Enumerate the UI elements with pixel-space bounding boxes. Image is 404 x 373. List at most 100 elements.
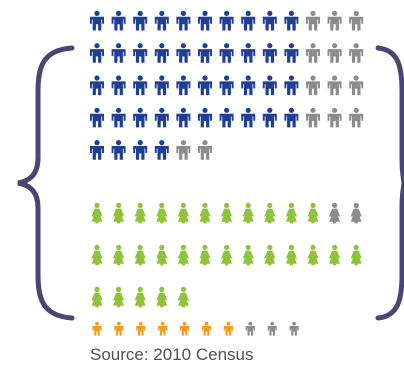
man-icon xyxy=(133,10,148,31)
man-icon xyxy=(306,43,320,63)
child-icon xyxy=(158,321,168,336)
woman-icon xyxy=(177,286,189,308)
woman-icon xyxy=(329,244,341,266)
right-curly-brace xyxy=(375,45,404,321)
man-icon xyxy=(284,107,299,128)
man-icon xyxy=(133,107,148,128)
man-icon xyxy=(262,10,277,31)
man-icon xyxy=(241,107,256,128)
man-icon xyxy=(219,107,234,128)
man-icon xyxy=(198,140,212,160)
man-icon xyxy=(133,75,148,96)
man-icon xyxy=(176,140,191,160)
man-icon xyxy=(154,43,169,63)
woman-icon xyxy=(242,202,254,224)
man-icon xyxy=(349,75,364,96)
man-icon xyxy=(111,75,126,96)
icon-grid xyxy=(90,10,364,336)
man-icon xyxy=(262,75,277,96)
man-icon xyxy=(154,75,169,96)
woman-icon xyxy=(199,202,211,224)
child-icon xyxy=(180,321,190,336)
man-icon xyxy=(219,75,234,96)
left-curly-brace xyxy=(17,45,75,321)
man-icon xyxy=(154,140,169,160)
man-icon xyxy=(306,75,320,96)
woman-icon xyxy=(242,244,254,266)
man-icon xyxy=(327,43,342,63)
woman-icon xyxy=(329,202,341,224)
man-icon xyxy=(90,107,104,128)
man-icon xyxy=(306,10,320,31)
man-icon xyxy=(327,75,342,96)
woman-icon xyxy=(221,202,233,224)
man-icon xyxy=(154,10,169,31)
woman-icon xyxy=(307,202,319,224)
woman-icon xyxy=(350,244,362,266)
man-icon xyxy=(111,43,126,63)
woman-icon xyxy=(134,286,146,308)
man-icon xyxy=(133,43,148,63)
man-icon xyxy=(219,10,234,31)
man-icon xyxy=(90,140,104,160)
woman-icon xyxy=(177,202,189,224)
man-icon xyxy=(198,75,212,96)
woman-icon xyxy=(285,202,297,224)
woman-icon xyxy=(91,286,103,308)
man-icon xyxy=(349,107,364,128)
man-icon xyxy=(262,43,277,63)
source-note: Source: 2010 Census xyxy=(90,345,254,364)
woman-icon xyxy=(91,202,103,224)
man-icon xyxy=(284,43,299,63)
man-icon xyxy=(327,10,342,31)
man-icon xyxy=(111,140,126,160)
man-icon xyxy=(111,107,126,128)
woman-icon xyxy=(350,202,362,224)
child-icon xyxy=(289,321,299,336)
man-icon xyxy=(198,10,212,31)
man-icon xyxy=(284,75,299,96)
child-icon xyxy=(245,321,255,336)
man-icon xyxy=(262,107,277,128)
man-icon xyxy=(198,107,212,128)
woman-icon xyxy=(221,244,233,266)
child-icon xyxy=(92,321,102,336)
man-icon xyxy=(349,43,364,63)
child-icon xyxy=(223,321,233,336)
man-icon xyxy=(284,10,299,31)
woman-icon xyxy=(113,202,125,224)
man-icon xyxy=(90,75,104,96)
man-icon xyxy=(241,75,256,96)
man-icon xyxy=(154,107,169,128)
man-icon xyxy=(198,43,212,63)
woman-icon xyxy=(156,286,168,308)
woman-icon xyxy=(134,202,146,224)
child-icon xyxy=(114,321,124,336)
man-icon xyxy=(176,107,191,128)
woman-icon xyxy=(156,244,168,266)
woman-icon xyxy=(264,244,276,266)
woman-icon xyxy=(113,244,125,266)
child-icon xyxy=(267,321,277,336)
man-icon xyxy=(90,10,104,31)
man-icon xyxy=(176,10,191,31)
man-icon xyxy=(327,107,342,128)
man-icon xyxy=(111,10,126,31)
woman-icon xyxy=(285,244,297,266)
man-icon xyxy=(219,43,234,63)
woman-icon xyxy=(264,202,276,224)
child-icon xyxy=(136,321,146,336)
woman-icon xyxy=(199,244,211,266)
man-icon xyxy=(241,43,256,63)
woman-icon xyxy=(156,202,168,224)
man-icon xyxy=(306,107,320,128)
child-icon xyxy=(201,321,212,336)
woman-icon xyxy=(113,286,125,308)
man-icon xyxy=(349,10,364,31)
woman-icon xyxy=(307,244,319,266)
man-icon xyxy=(176,43,191,63)
man-icon xyxy=(133,140,148,160)
man-icon xyxy=(90,43,104,63)
woman-icon xyxy=(91,244,103,266)
